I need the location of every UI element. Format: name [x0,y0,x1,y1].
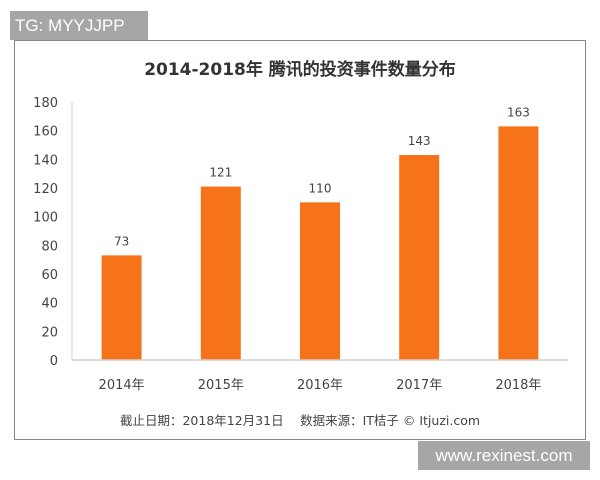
y-tick-label: 160 [33,125,58,140]
bar [300,202,340,360]
data-label: 73 [114,234,129,248]
y-tick-label: 180 [33,96,58,111]
chart-footnote: 截止日期：2018年12月31日 数据来源：IT桔子 © Itjuzi.com [120,413,480,428]
y-tick-label: 20 [41,325,58,340]
y-tick-label: 60 [41,268,58,283]
data-label: 110 [309,181,332,195]
x-tick-label: 2014年 [99,378,145,393]
y-tick-label: 0 [50,354,58,369]
bar [399,155,440,360]
chart-title: 2014-2018年 腾讯的投资事件数量分布 [144,59,456,80]
y-tick-label: 140 [33,153,58,168]
bar [200,186,241,360]
bar [101,255,142,360]
bar [498,126,539,360]
x-tick-label: 2017年 [396,378,442,393]
watermark-bottom: www.rexinest.com [418,441,590,470]
x-tick-label: 2016年 [297,378,343,393]
y-tick-label: 80 [41,239,58,254]
y-tick-label: 120 [33,182,58,197]
x-tick-label: 2018年 [495,378,541,393]
watermark-top: TG: MYYJJPP [10,11,148,40]
y-tick-label: 40 [41,297,58,312]
data-label: 121 [209,166,232,180]
data-label: 143 [408,134,431,148]
x-tick-label: 2015年 [198,378,244,393]
data-label: 163 [507,105,530,119]
y-tick-label: 100 [33,211,58,226]
chart-frame [14,40,586,440]
